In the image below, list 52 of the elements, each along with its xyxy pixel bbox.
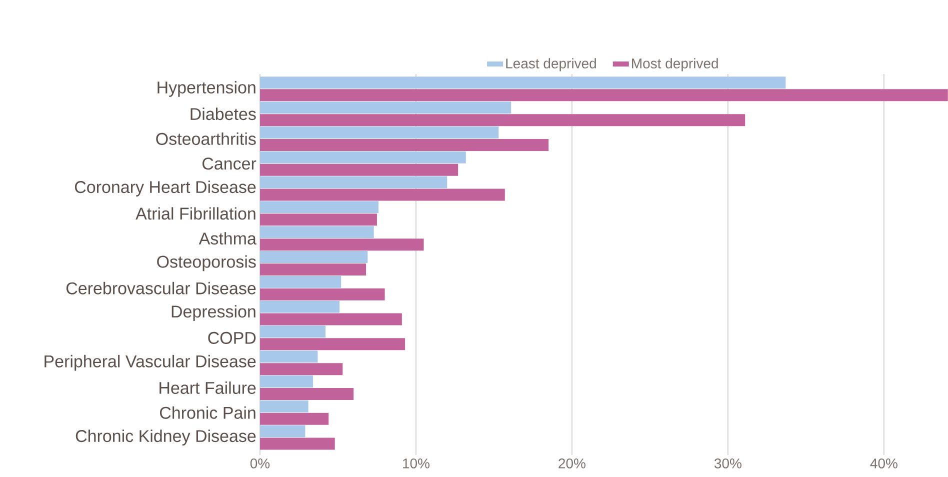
x-tick-label: 20% xyxy=(558,458,586,468)
x-tick-label: 0% xyxy=(250,458,270,468)
y-tick-label: Cerebrovascular Disease xyxy=(66,282,256,294)
bar xyxy=(260,338,406,350)
bar xyxy=(260,300,340,313)
bar xyxy=(260,326,326,338)
y-tick-label: Heart Failure xyxy=(160,382,256,394)
y-tick-label: Peripheral Vascular Disease xyxy=(44,354,256,371)
y-tick-label: Atrial Fibrillation xyxy=(136,207,256,220)
bar xyxy=(260,400,308,412)
bar xyxy=(260,276,342,288)
bar xyxy=(260,438,335,450)
bar xyxy=(260,164,458,176)
y-tick-label: Asthma xyxy=(198,232,256,245)
bar xyxy=(260,114,746,126)
x-tick-label: 10% xyxy=(403,458,430,468)
bar xyxy=(260,89,948,102)
y-tick-label: Chronic Pain xyxy=(160,406,256,419)
bar xyxy=(260,188,505,201)
legend-label: Least deprived xyxy=(506,58,596,72)
bar xyxy=(260,151,466,164)
y-tick-label: Cancer xyxy=(202,158,256,170)
y-tick-label: Osteoporosis xyxy=(157,255,256,272)
bar xyxy=(260,214,377,226)
bar xyxy=(260,412,329,425)
bar xyxy=(260,313,402,326)
bar xyxy=(260,176,448,188)
y-tick-label: Coronary Heart Disease xyxy=(74,180,256,196)
bar xyxy=(260,226,374,238)
bar xyxy=(260,363,343,376)
bar xyxy=(260,102,512,114)
bar xyxy=(260,388,354,400)
bar xyxy=(260,76,786,89)
bar xyxy=(260,264,366,276)
x-tick-label: 40% xyxy=(870,458,898,468)
bar xyxy=(260,376,314,388)
bar xyxy=(260,251,368,264)
bar xyxy=(260,288,385,300)
y-tick-label: Chronic Kidney Disease xyxy=(76,430,256,446)
bar xyxy=(260,139,549,152)
y-tick-label: COPD xyxy=(208,332,256,344)
bar xyxy=(260,201,379,214)
y-tick-label: Depression xyxy=(172,305,256,321)
bar xyxy=(260,425,306,438)
bar xyxy=(260,126,499,139)
y-tick-label: Diabetes xyxy=(190,108,256,120)
legend-label: Most deprived xyxy=(632,58,718,72)
y-tick-label: Osteoarthritis xyxy=(156,132,256,146)
bar xyxy=(260,238,424,251)
x-tick-label: 30% xyxy=(714,458,742,468)
y-tick-label: Hypertension xyxy=(158,81,256,97)
bar xyxy=(260,350,318,363)
